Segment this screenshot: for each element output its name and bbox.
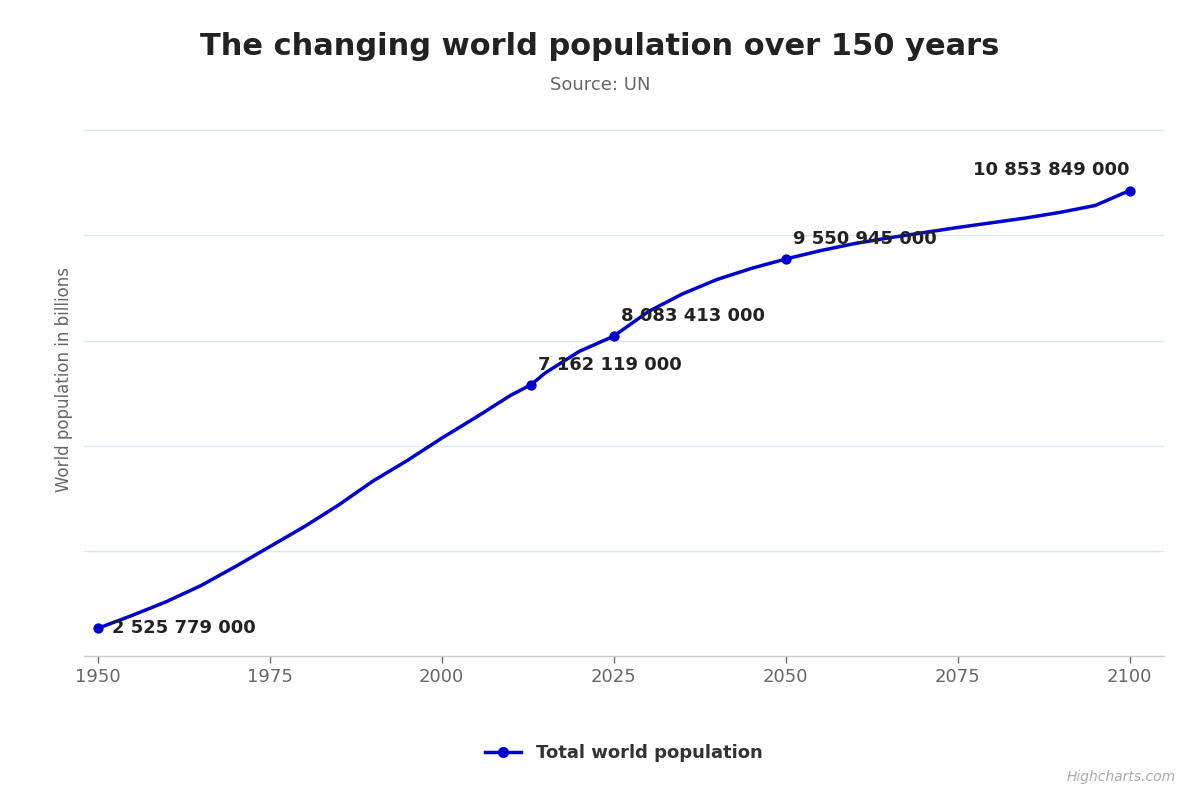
Y-axis label: World population in billions: World population in billions [55,267,73,493]
Text: 7 162 119 000: 7 162 119 000 [538,355,682,374]
Text: Source: UN: Source: UN [550,76,650,94]
Point [88,622,107,634]
Text: The changing world population over 150 years: The changing world population over 150 y… [200,32,1000,61]
Text: 2 525 779 000: 2 525 779 000 [112,619,256,638]
Text: Highcharts.com: Highcharts.com [1067,770,1176,784]
Text: 8 083 413 000: 8 083 413 000 [620,307,764,325]
Point [522,378,541,391]
Point [1120,184,1139,197]
Legend: Total world population: Total world population [478,737,770,770]
Text: 10 853 849 000: 10 853 849 000 [973,162,1129,179]
Text: 9 550 945 000: 9 550 945 000 [793,230,936,248]
Point [604,330,623,342]
Point [776,253,796,266]
